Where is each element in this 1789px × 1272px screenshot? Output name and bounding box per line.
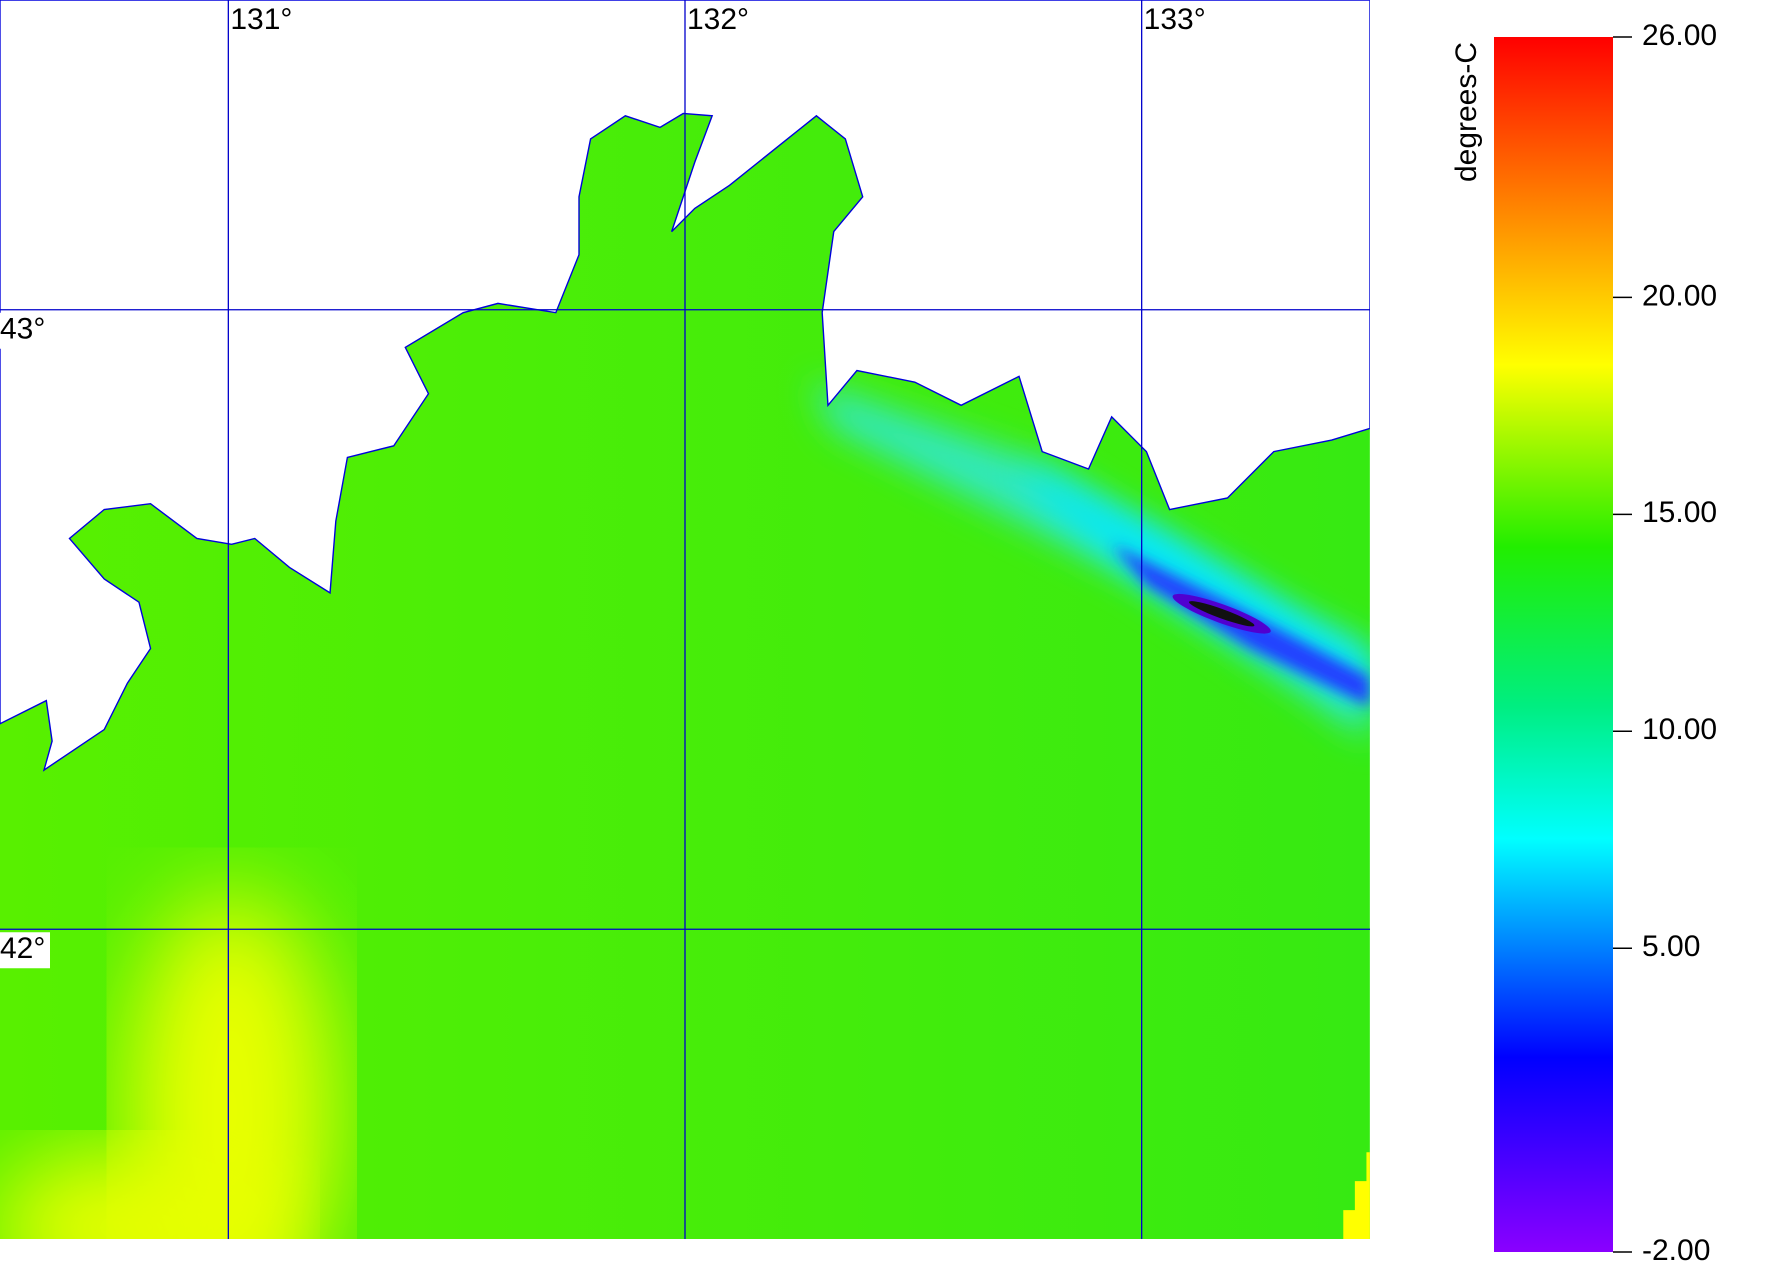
warm-patch	[0, 1146, 290, 1240]
lon-label: 131°	[230, 3, 292, 36]
colorbar-tick-label: 15.00	[1642, 496, 1717, 529]
colorbar-tick-label: 5.00	[1642, 930, 1700, 963]
colorbar-tick-label: 26.00	[1642, 19, 1717, 52]
colorbar-label: degrees-C	[1450, 42, 1483, 182]
lon-label: 132°	[687, 3, 749, 36]
lat-label-bg	[0, 932, 50, 969]
colorbar-tick-label: -2.00	[1642, 1234, 1710, 1267]
graticule	[0, 0, 1370, 1239]
lat-label: 43°	[0, 313, 45, 346]
lat-label-bg	[0, 312, 50, 349]
land	[0, 0, 1370, 772]
warm-edge	[1343, 1152, 1370, 1240]
cold-band	[810, 382, 1370, 742]
colorbar	[1494, 37, 1613, 1252]
colorbar-tick-label: 10.00	[1642, 713, 1717, 746]
lat-label: 42°	[0, 932, 45, 965]
lon-label: 133°	[1144, 3, 1206, 36]
colorbar-tick-label: 20.00	[1642, 279, 1717, 312]
cold-core	[1189, 601, 1255, 627]
